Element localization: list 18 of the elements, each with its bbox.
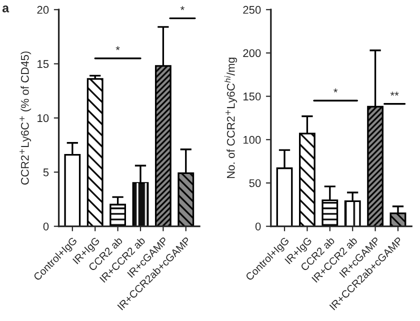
text: a bbox=[2, 6, 10, 12]
y-tick-label: 100 bbox=[243, 136, 261, 144]
y-tick-label: 200 bbox=[243, 49, 261, 58]
y-axis-title: No. of CCR2$^{+}$Ly6C$^{hi}$/mg bbox=[224, 58, 237, 178]
y-tick-label: 10 bbox=[38, 114, 49, 122]
y-tick-label: 15 bbox=[38, 60, 49, 68]
y-tick-label: 20 bbox=[37, 6, 49, 14]
annotation: * bbox=[334, 88, 338, 92]
y-tick-label: 50 bbox=[249, 179, 261, 188]
annotation: ** bbox=[390, 92, 399, 96]
y-axis-title: CCR2$^{+}$Ly6C$^{+}$ (% of CD45) bbox=[20, 52, 32, 185]
y-tick-label: 5 bbox=[43, 168, 49, 176]
y-tick-label: 0 bbox=[43, 222, 49, 230]
annotation: * bbox=[116, 46, 120, 50]
annotation: * bbox=[180, 6, 184, 10]
y-tick-label: 150 bbox=[243, 92, 261, 100]
y-tick-label: 250 bbox=[243, 6, 261, 14]
y-tick-label: 0 bbox=[255, 222, 261, 230]
